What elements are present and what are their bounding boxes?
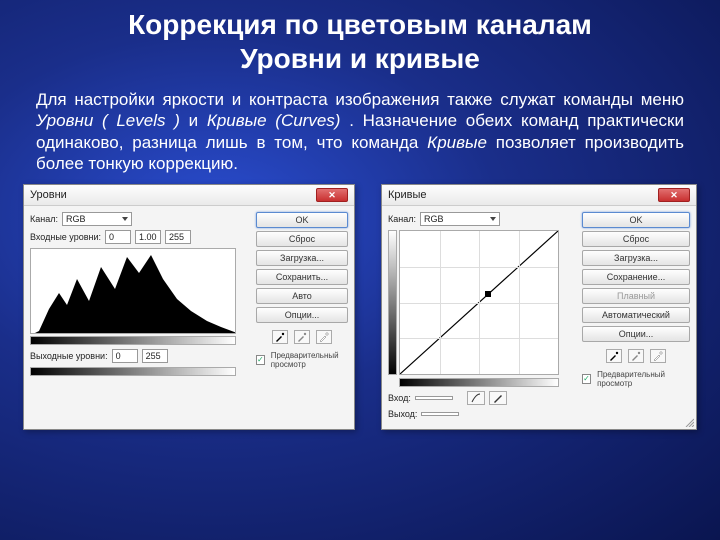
curves-auto-button[interactable]: Автоматический (582, 307, 690, 323)
levels-title: Уровни (30, 189, 67, 201)
levels-eyedroppers (256, 330, 348, 344)
slide-paragraph: Для настройки яркости и контраста изобра… (0, 75, 720, 184)
curves-graph[interactable] (399, 230, 559, 375)
eyedropper-black-icon[interactable] (606, 349, 622, 363)
title-line2: Уровни и кривые (20, 42, 700, 76)
resize-grip-icon[interactable] (684, 417, 694, 427)
curves-vertical-gradient (388, 230, 397, 375)
levels-output-label: Выходные уровни: (30, 351, 108, 361)
levels-channel-label: Канал: (30, 214, 58, 224)
eyedropper-gray-icon[interactable] (628, 349, 644, 363)
curves-preview-check[interactable]: ✓ Предварительный просмотр (582, 370, 690, 388)
curves-input-value[interactable] (415, 396, 453, 400)
curves-save-button[interactable]: Сохранение... (582, 269, 690, 285)
levels-preview-check[interactable]: ✓ Предварительный просмотр (256, 351, 348, 369)
curves-horizontal-gradient (399, 378, 559, 387)
eyedropper-white-icon[interactable] (316, 330, 332, 344)
curves-reset-button[interactable]: Сброс (582, 231, 690, 247)
close-icon[interactable]: ✕ (316, 188, 348, 202)
curves-title: Кривые (388, 189, 427, 201)
curves-ok-button[interactable]: OK (582, 212, 690, 228)
levels-input-low[interactable]: 0 (105, 230, 131, 244)
levels-dialog: Уровни ✕ Канал: RGB Входные уровни: 0 1.… (23, 184, 355, 430)
levels-input-gamma[interactable]: 1.00 (135, 230, 161, 244)
curve-tool-icon[interactable] (467, 391, 485, 405)
curves-output-value[interactable] (421, 412, 459, 416)
curves-options-button[interactable]: Опции... (582, 326, 690, 342)
eyedropper-white-icon[interactable] (650, 349, 666, 363)
curves-dialog: Кривые ✕ Канал: RGB (381, 184, 697, 430)
levels-auto-button[interactable]: Авто (256, 288, 348, 304)
levels-output-low[interactable]: 0 (112, 349, 138, 363)
curves-load-button[interactable]: Загрузка... (582, 250, 690, 266)
eyedropper-gray-icon[interactable] (294, 330, 310, 344)
curves-channel-label: Канал: (388, 214, 416, 224)
pencil-tool-icon[interactable] (489, 391, 507, 405)
levels-output-high[interactable]: 255 (142, 349, 168, 363)
curves-titlebar[interactable]: Кривые ✕ (382, 185, 696, 206)
levels-save-button[interactable]: Сохранить... (256, 269, 348, 285)
levels-channel-dropdown[interactable]: RGB (62, 212, 132, 226)
levels-load-button[interactable]: Загрузка... (256, 250, 348, 266)
levels-input-gradient[interactable] (30, 336, 236, 345)
levels-titlebar[interactable]: Уровни ✕ (24, 185, 354, 206)
slide-title: Коррекция по цветовым каналам Уровни и к… (0, 0, 720, 75)
levels-ok-button[interactable]: OK (256, 212, 348, 228)
curves-output-label: Выход: (388, 409, 417, 419)
levels-input-high[interactable]: 255 (165, 230, 191, 244)
title-line1: Коррекция по цветовым каналам (20, 8, 700, 42)
close-icon[interactable]: ✕ (658, 188, 690, 202)
levels-reset-button[interactable]: Сброс (256, 231, 348, 247)
curves-input-label: Вход: (388, 393, 411, 403)
chevron-down-icon (122, 217, 128, 221)
chevron-down-icon (490, 217, 496, 221)
curves-channel-dropdown[interactable]: RGB (420, 212, 500, 226)
levels-input-label: Входные уровни: (30, 232, 101, 242)
curves-smooth-button[interactable]: Плавный (582, 288, 690, 304)
levels-output-gradient[interactable] (30, 367, 236, 376)
levels-options-button[interactable]: Опции... (256, 307, 348, 323)
curves-eyedroppers (582, 349, 690, 363)
eyedropper-black-icon[interactable] (272, 330, 288, 344)
levels-histogram (30, 248, 236, 334)
